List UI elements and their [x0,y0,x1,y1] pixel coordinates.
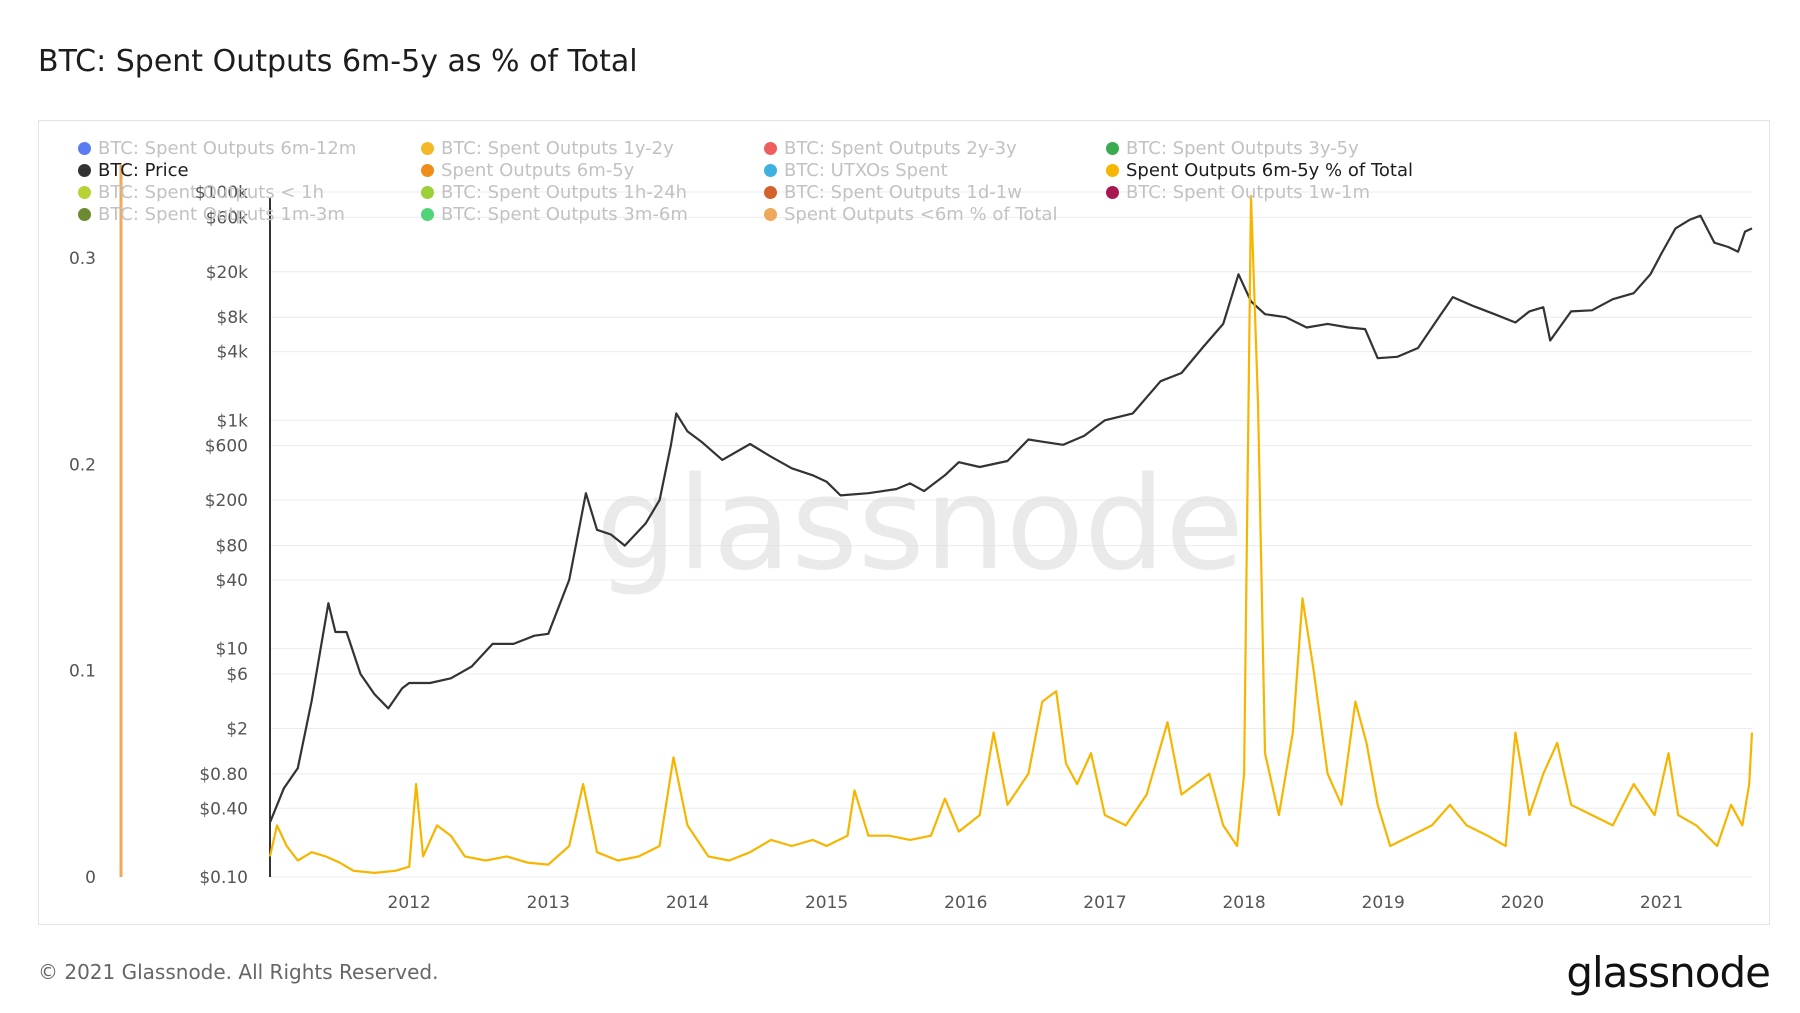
legend-item[interactable]: BTC: Spent Outputs 1h-24h [421,182,687,204]
x-axis-tick-label: 2020 [1501,893,1544,913]
legend-label: BTC: Spent Outputs 1d-1w [784,182,1022,203]
x-axis-tick-label: 2021 [1640,893,1683,913]
legend-item[interactable]: BTC: Spent Outputs 1d-1w [764,182,1022,204]
legend-item[interactable]: BTC: Spent Outputs < 1h [78,182,324,204]
legend-item[interactable]: BTC: Spent Outputs 3m-6m [421,204,688,226]
price-axis-tick-label: $0.10 [199,868,248,888]
price-axis-tick-label: $200 [205,491,248,511]
legend-swatch [421,186,434,199]
x-axis-tick-label: 2014 [666,893,709,913]
legend-swatch [1106,142,1119,155]
percent-axis-tick-label: 0.1 [69,662,96,682]
legend-label: BTC: Spent Outputs 2y-3y [784,138,1017,159]
legend-item[interactable]: BTC: Spent Outputs 1y-2y [421,138,674,160]
legend-swatch [764,208,777,221]
legend-label: BTC: UTXOs Spent [784,160,948,181]
percent-axis-tick-label: 0.3 [69,249,96,269]
price-axis-tick-label: $8k [217,308,249,328]
legend-swatch [78,142,91,155]
watermark: glassnode [596,450,1244,599]
legend-label: BTC: Price [98,160,189,181]
legend-item[interactable]: BTC: Spent Outputs 1w-1m [1106,182,1370,204]
legend-swatch [764,186,777,199]
legend-item[interactable]: BTC: Spent Outputs 3y-5y [1106,138,1359,160]
legend-label: BTC: Spent Outputs 1y-2y [441,138,674,159]
legend-swatch [1106,164,1119,177]
x-axis-tick-label: 2013 [527,893,570,913]
legend-label: BTC: Spent Outputs 3y-5y [1126,138,1359,159]
price-axis-tick-label: $80 [216,537,248,557]
price-axis-tick-label: $60k [206,208,248,228]
legend-item[interactable]: Spent Outputs 6m-5y % of Total [1106,160,1413,182]
copyright-text: © 2021 Glassnode. All Rights Reserved. [38,960,439,984]
x-axis-tick-label: 2016 [944,893,987,913]
price-axis-tick-label: $0.80 [199,765,248,785]
chart-legend: BTC: Spent Outputs 6m-12m BTC: Spent Outp… [78,138,1438,230]
legend-swatch [421,164,434,177]
legend-swatch [764,142,777,155]
price-axis-tick-label: $0.40 [199,799,248,819]
x-axis-tick-label: 2018 [1222,893,1265,913]
x-axis-tick-label: 2019 [1362,893,1405,913]
price-axis-tick-label: $2 [226,719,248,739]
percent-of-total-line [268,195,1754,874]
legend-swatch [78,186,91,199]
price-axis-tick-label: $40 [216,571,248,591]
price-axis-tick-label: $6 [226,665,248,685]
x-axis-tick-label: 2015 [805,893,848,913]
percent-axis-tick-label: 0 [85,868,96,888]
legend-label: BTC: Spent Outputs 1m-3m [98,204,345,225]
price-axis-tick-label: $4k [217,343,249,363]
legend-label: BTC: Spent Outputs 1h-24h [441,182,688,203]
legend-label: Spent Outputs 6m-5y % of Total [1126,160,1413,181]
legend-label: Spent Outputs 6m-5y [441,160,635,181]
legend-label: Spent Outputs <6m % of Total [784,204,1058,225]
price-line [268,214,1753,823]
legend-label: BTC: Spent Outputs 3m-6m [441,204,688,225]
legend-swatch [764,164,777,177]
legend-swatch [1106,186,1119,199]
chart-frame [38,120,1770,925]
legend-swatch [78,164,91,177]
chart-title: BTC: Spent Outputs 6m-5y as % of Total [38,44,638,79]
legend-swatch [421,208,434,221]
legend-item[interactable]: BTC: Spent Outputs 1m-3m [78,204,345,226]
legend-item[interactable]: BTC: Spent Outputs 6m-12m [78,138,356,160]
price-axis-tick-label: $600 [205,437,248,457]
legend-item[interactable]: BTC: UTXOs Spent [764,160,948,182]
glassnode-logo[interactable]: glassnode [1566,948,1771,997]
legend-label: BTC: Spent Outputs 6m-12m [98,138,357,159]
legend-label: BTC: Spent Outputs < 1h [98,182,325,203]
legend-swatch [421,142,434,155]
price-axis-tick-label: $20k [206,263,248,283]
x-axis-tick-label: 2017 [1083,893,1126,913]
legend-item[interactable]: BTC: Price [78,160,189,182]
legend-swatch [78,208,91,221]
price-axis-tick-label: $10 [216,640,248,660]
legend-label: BTC: Spent Outputs 1w-1m [1126,182,1371,203]
price-axis-tick-label: $1k [217,411,249,431]
legend-item[interactable]: Spent Outputs <6m % of Total [764,204,1057,226]
legend-item[interactable]: BTC: Spent Outputs 2y-3y [764,138,1017,160]
price-axis-tick-label: $100k [195,183,248,203]
x-axis-tick-label: 2012 [388,893,431,913]
legend-item[interactable]: Spent Outputs 6m-5y [421,160,634,182]
percent-axis-tick-label: 0.2 [69,455,96,475]
